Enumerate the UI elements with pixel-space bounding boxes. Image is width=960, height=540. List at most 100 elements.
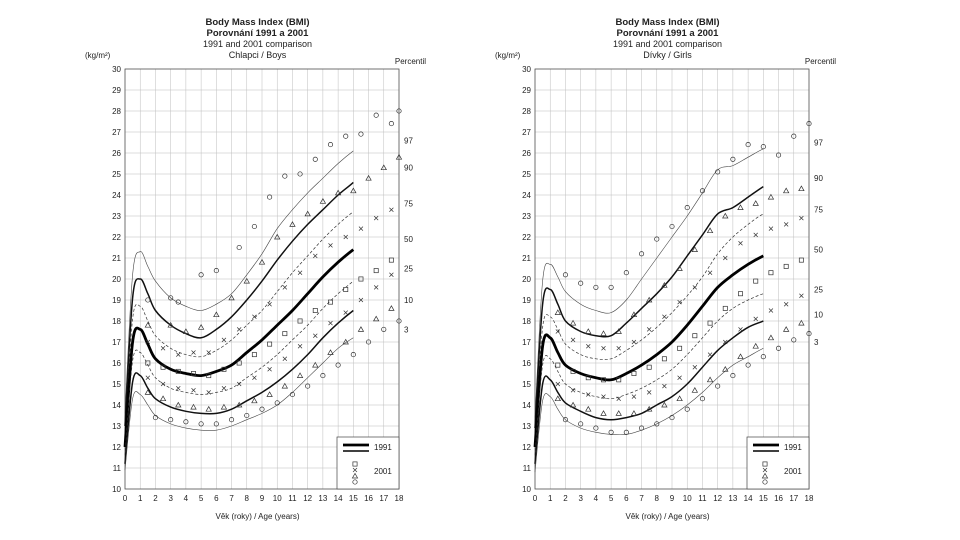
marker-2001-p90 (228, 294, 235, 301)
x-tick-label: 12 (713, 494, 722, 503)
points-2001 (554, 121, 812, 435)
percentile-curve-3 (124, 337, 354, 471)
marker-2001-p10 (767, 334, 775, 341)
marker-2001-p75 (328, 243, 333, 248)
marker-2001-p90 (243, 277, 250, 284)
marker-2001-p10 (798, 319, 805, 326)
marker-2001-p50 (175, 368, 181, 374)
x-tick-label: 7 (229, 494, 234, 503)
y-tick-label: 15 (112, 380, 121, 389)
y-tick-label: 24 (522, 191, 531, 200)
marker-2001-p25 (662, 383, 667, 389)
marker-2001-p3 (715, 383, 721, 389)
marker-2001-p90 (600, 330, 607, 336)
y-tick-label: 13 (522, 422, 531, 431)
x-tick-label: 11 (698, 494, 707, 503)
marker-2001-p10 (144, 389, 152, 395)
legend-symbol-square (352, 461, 358, 467)
marker-2001-p3 (366, 339, 372, 345)
y-tick-label: 29 (522, 86, 531, 95)
marker-2001-p75 (570, 337, 576, 343)
marker-2001-p50 (267, 341, 273, 347)
marker-2001-p25 (616, 396, 621, 401)
y-tick-label: 10 (112, 485, 121, 494)
marker-2001-p97 (654, 236, 660, 242)
y-tick-label: 16 (112, 359, 121, 368)
percentile-label: 50 (814, 246, 823, 255)
marker-2001-p97 (236, 244, 242, 251)
marker-2001-p75 (783, 222, 789, 227)
marker-2001-p50 (236, 360, 242, 366)
x-tick-label: 12 (303, 494, 312, 503)
y-tick-label: 23 (522, 212, 531, 221)
chart-title: Body Mass Index (BMI) (205, 17, 310, 28)
x-tick-label: 8 (245, 494, 250, 503)
percentile-label: 90 (814, 174, 823, 183)
marker-2001-p10 (159, 395, 167, 402)
y-tick-label: 18 (522, 317, 531, 326)
marker-2001-p97 (396, 108, 402, 114)
marker-2001-p3 (229, 417, 235, 423)
x-tick-label: 2 (563, 494, 568, 503)
legend-label-2001: 2001 (784, 467, 802, 476)
x-tick-label: 5 (199, 494, 204, 503)
marker-2001-p97 (213, 268, 219, 274)
marker-2001-p25 (313, 333, 318, 338)
chart-girls: Body Mass Index (BMI) Porovnání 1991 a 2… (495, 0, 840, 540)
percentile-label: 75 (814, 206, 823, 215)
marker-2001-p90 (304, 210, 311, 217)
percentile-curve-90 (534, 185, 764, 429)
marker-2001-p25 (373, 285, 379, 290)
marker-2001-p10 (661, 401, 668, 408)
marker-2001-p97 (168, 295, 174, 301)
marker-2001-p10 (372, 315, 380, 322)
x-tick-label: 13 (728, 494, 737, 503)
marker-2001-p10 (296, 372, 304, 378)
marker-2001-p3 (776, 345, 782, 351)
marker-2001-p10 (569, 401, 577, 408)
y-tick-label: 11 (113, 464, 122, 473)
legend-symbol-triangle (351, 472, 359, 479)
marker-2001-p25 (267, 367, 272, 372)
marker-2001-p97 (776, 152, 782, 158)
marker-2001-p10 (342, 338, 349, 345)
x-tick-label: 13 (318, 494, 327, 503)
marker-2001-p25 (601, 394, 606, 399)
marker-2001-p50 (282, 331, 288, 337)
marker-2001-p75 (586, 343, 591, 349)
percentile-curve-90 (124, 181, 354, 427)
marker-2001-p50 (555, 362, 561, 368)
marker-2001-p50 (677, 345, 683, 351)
y-tick-label: 24 (112, 191, 121, 200)
percentile-label: 50 (404, 235, 413, 244)
marker-2001-p25 (343, 310, 348, 315)
y-tick-label: 22 (112, 233, 121, 242)
chart-boys: Body Mass Index (BMI) Porovnání 1991 a 2… (85, 0, 430, 540)
marker-2001-p25 (555, 381, 561, 387)
percentile-heading: Percentil (804, 57, 836, 66)
chart-title: Body Mass Index (BMI) (615, 17, 720, 28)
x-tick-label: 16 (364, 494, 373, 503)
marker-2001-p97 (593, 284, 599, 290)
marker-2001-p50 (373, 268, 379, 274)
marker-2001-p75 (389, 207, 394, 212)
marker-2001-p75 (768, 226, 774, 231)
y-tick-label: 20 (522, 275, 531, 284)
marker-2001-p25 (799, 293, 804, 299)
marker-2001-p75 (267, 301, 272, 307)
marker-2001-p50 (570, 368, 576, 374)
marker-2001-p90 (167, 321, 174, 328)
marker-2001-p90 (274, 233, 281, 240)
percentile-label: 75 (404, 199, 413, 208)
marker-2001-p10 (645, 405, 653, 412)
chart-group-label: Dívky / Girls (643, 49, 692, 60)
marker-2001-p90 (706, 227, 714, 234)
legend-symbol-triangle (761, 472, 769, 479)
marker-2001-p75 (616, 346, 621, 351)
marker-2001-p90 (585, 328, 592, 334)
x-tick-label: 14 (744, 494, 753, 503)
y-tick-label: 27 (112, 128, 121, 137)
marker-2001-p50 (585, 375, 591, 381)
marker-2001-p50 (358, 276, 364, 282)
percentile-label: 97 (814, 139, 823, 148)
